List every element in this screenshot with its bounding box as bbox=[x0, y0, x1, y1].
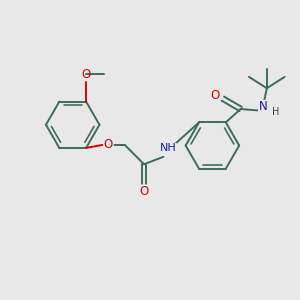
Text: H: H bbox=[272, 107, 279, 117]
Text: O: O bbox=[82, 68, 91, 81]
Text: N: N bbox=[259, 100, 267, 113]
Text: O: O bbox=[104, 138, 113, 152]
Text: O: O bbox=[210, 88, 219, 101]
Text: O: O bbox=[140, 185, 149, 198]
Text: NH: NH bbox=[160, 143, 176, 154]
